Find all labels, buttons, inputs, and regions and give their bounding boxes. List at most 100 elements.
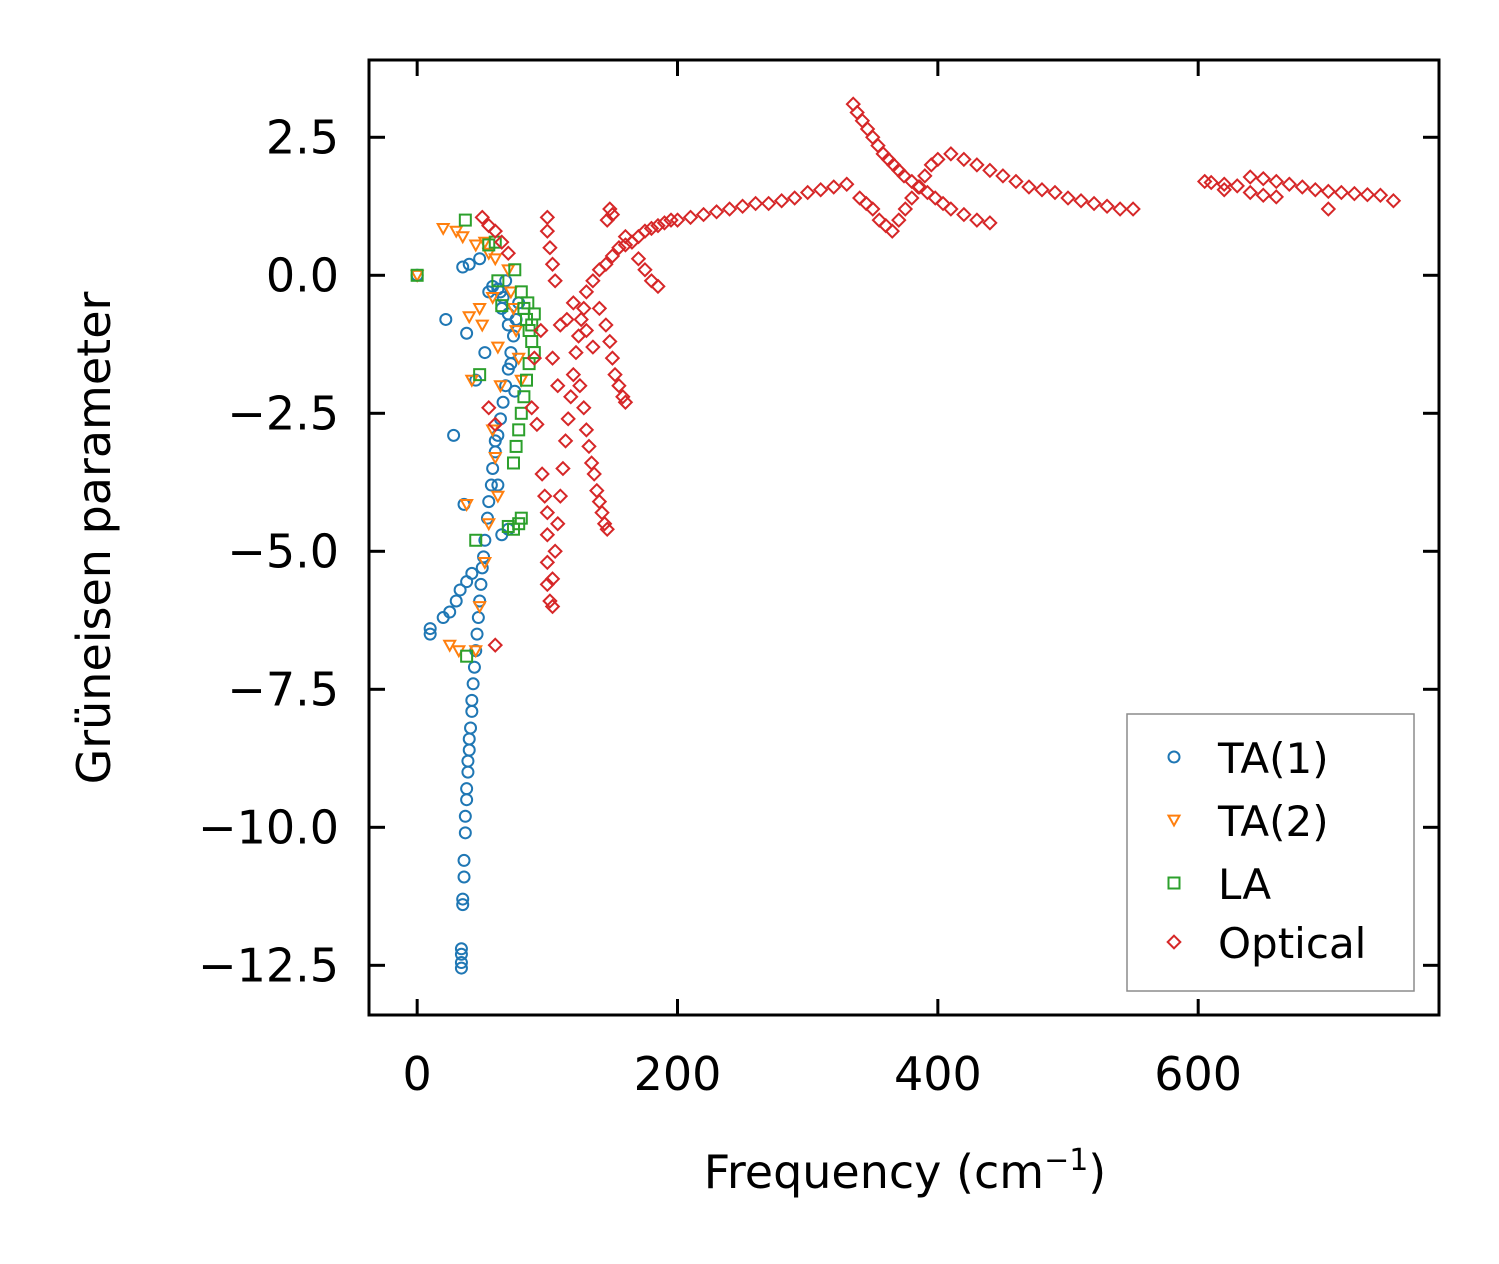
data-point xyxy=(472,601,487,615)
data-point xyxy=(482,238,496,252)
data-point xyxy=(581,438,597,455)
data-point xyxy=(457,853,471,867)
legend-label-ta1: TA(1) xyxy=(1217,734,1329,783)
data-point xyxy=(559,311,575,328)
data-point xyxy=(585,339,601,355)
data-point xyxy=(464,721,478,735)
data-point xyxy=(799,184,816,201)
data-point xyxy=(585,273,601,289)
data-point xyxy=(481,518,496,532)
data-point xyxy=(544,256,561,272)
data-points-layer xyxy=(409,96,1402,975)
data-point xyxy=(560,411,576,427)
data-point xyxy=(527,307,541,321)
data-point xyxy=(481,400,497,416)
data-point xyxy=(615,388,631,405)
data-point xyxy=(773,193,790,209)
data-point xyxy=(500,245,517,261)
data-point xyxy=(1112,201,1128,217)
data-point xyxy=(547,273,563,289)
data-point xyxy=(552,488,569,504)
series-la xyxy=(410,213,541,663)
data-point xyxy=(509,439,523,453)
legend-marker-optical xyxy=(1166,934,1182,950)
data-point xyxy=(611,377,627,394)
data-point xyxy=(506,303,521,316)
data-point xyxy=(514,285,528,299)
data-point xyxy=(454,942,468,956)
data-point xyxy=(533,322,549,339)
data-point xyxy=(1242,184,1258,201)
x-axis-title-end: ) xyxy=(1088,1145,1106,1199)
data-point xyxy=(910,179,927,195)
data-point xyxy=(917,168,933,184)
data-point xyxy=(630,250,647,267)
data-point xyxy=(650,217,666,234)
data-point xyxy=(656,215,673,231)
data-point xyxy=(439,312,453,326)
x-axis-title: Frequency (cm−1) xyxy=(704,1143,1107,1199)
data-point xyxy=(485,291,500,305)
data-point xyxy=(544,350,561,366)
data-point xyxy=(467,660,481,674)
data-point xyxy=(409,269,425,283)
data-point xyxy=(453,583,467,597)
data-point xyxy=(501,362,515,376)
data-point xyxy=(1242,169,1258,185)
data-point xyxy=(611,239,627,256)
data-point xyxy=(568,344,584,361)
data-point xyxy=(539,554,556,571)
data-point xyxy=(1333,184,1350,201)
data-point xyxy=(747,195,764,212)
data-point xyxy=(812,181,829,198)
data-point xyxy=(576,300,592,317)
data-point xyxy=(572,377,588,394)
data-point xyxy=(534,466,550,482)
x-tick-label: 200 xyxy=(634,1047,722,1101)
data-point xyxy=(617,228,634,245)
data-point xyxy=(472,303,487,316)
data-point xyxy=(1372,187,1389,203)
data-point xyxy=(1047,184,1063,201)
data-point xyxy=(449,594,463,608)
data-point xyxy=(1268,173,1285,190)
data-point xyxy=(760,195,777,212)
data-point xyxy=(591,300,608,317)
data-point xyxy=(1385,193,1402,209)
data-point xyxy=(410,268,424,282)
data-point xyxy=(496,395,510,409)
data-point xyxy=(462,257,476,271)
data-point xyxy=(539,576,556,593)
data-point xyxy=(586,466,602,482)
data-point xyxy=(1060,190,1076,206)
data-point xyxy=(695,206,712,223)
data-point xyxy=(1229,178,1245,194)
data-point xyxy=(721,201,738,217)
data-point xyxy=(517,390,531,404)
y-tick-label: −10.0 xyxy=(198,800,339,854)
data-point xyxy=(786,190,803,206)
data-point xyxy=(1073,193,1089,209)
data-point xyxy=(526,350,543,366)
data-point xyxy=(506,456,520,470)
data-point xyxy=(521,296,535,310)
data-point xyxy=(474,577,488,591)
data-point xyxy=(454,961,468,975)
data-point xyxy=(459,498,474,512)
data-point xyxy=(487,637,504,653)
data-point xyxy=(473,368,487,382)
data-point xyxy=(456,260,470,274)
data-point xyxy=(465,693,479,707)
data-point xyxy=(478,533,492,547)
legend-box xyxy=(1126,713,1415,992)
data-point xyxy=(598,317,614,333)
data-point xyxy=(897,201,914,217)
legend-marker-ta2 xyxy=(1166,814,1182,828)
data-point xyxy=(927,190,943,206)
data-point xyxy=(838,176,855,192)
data-point xyxy=(499,274,513,288)
data-point xyxy=(1125,201,1141,217)
data-point xyxy=(1255,170,1272,187)
data-point xyxy=(1216,176,1232,192)
data-point xyxy=(1294,179,1311,195)
